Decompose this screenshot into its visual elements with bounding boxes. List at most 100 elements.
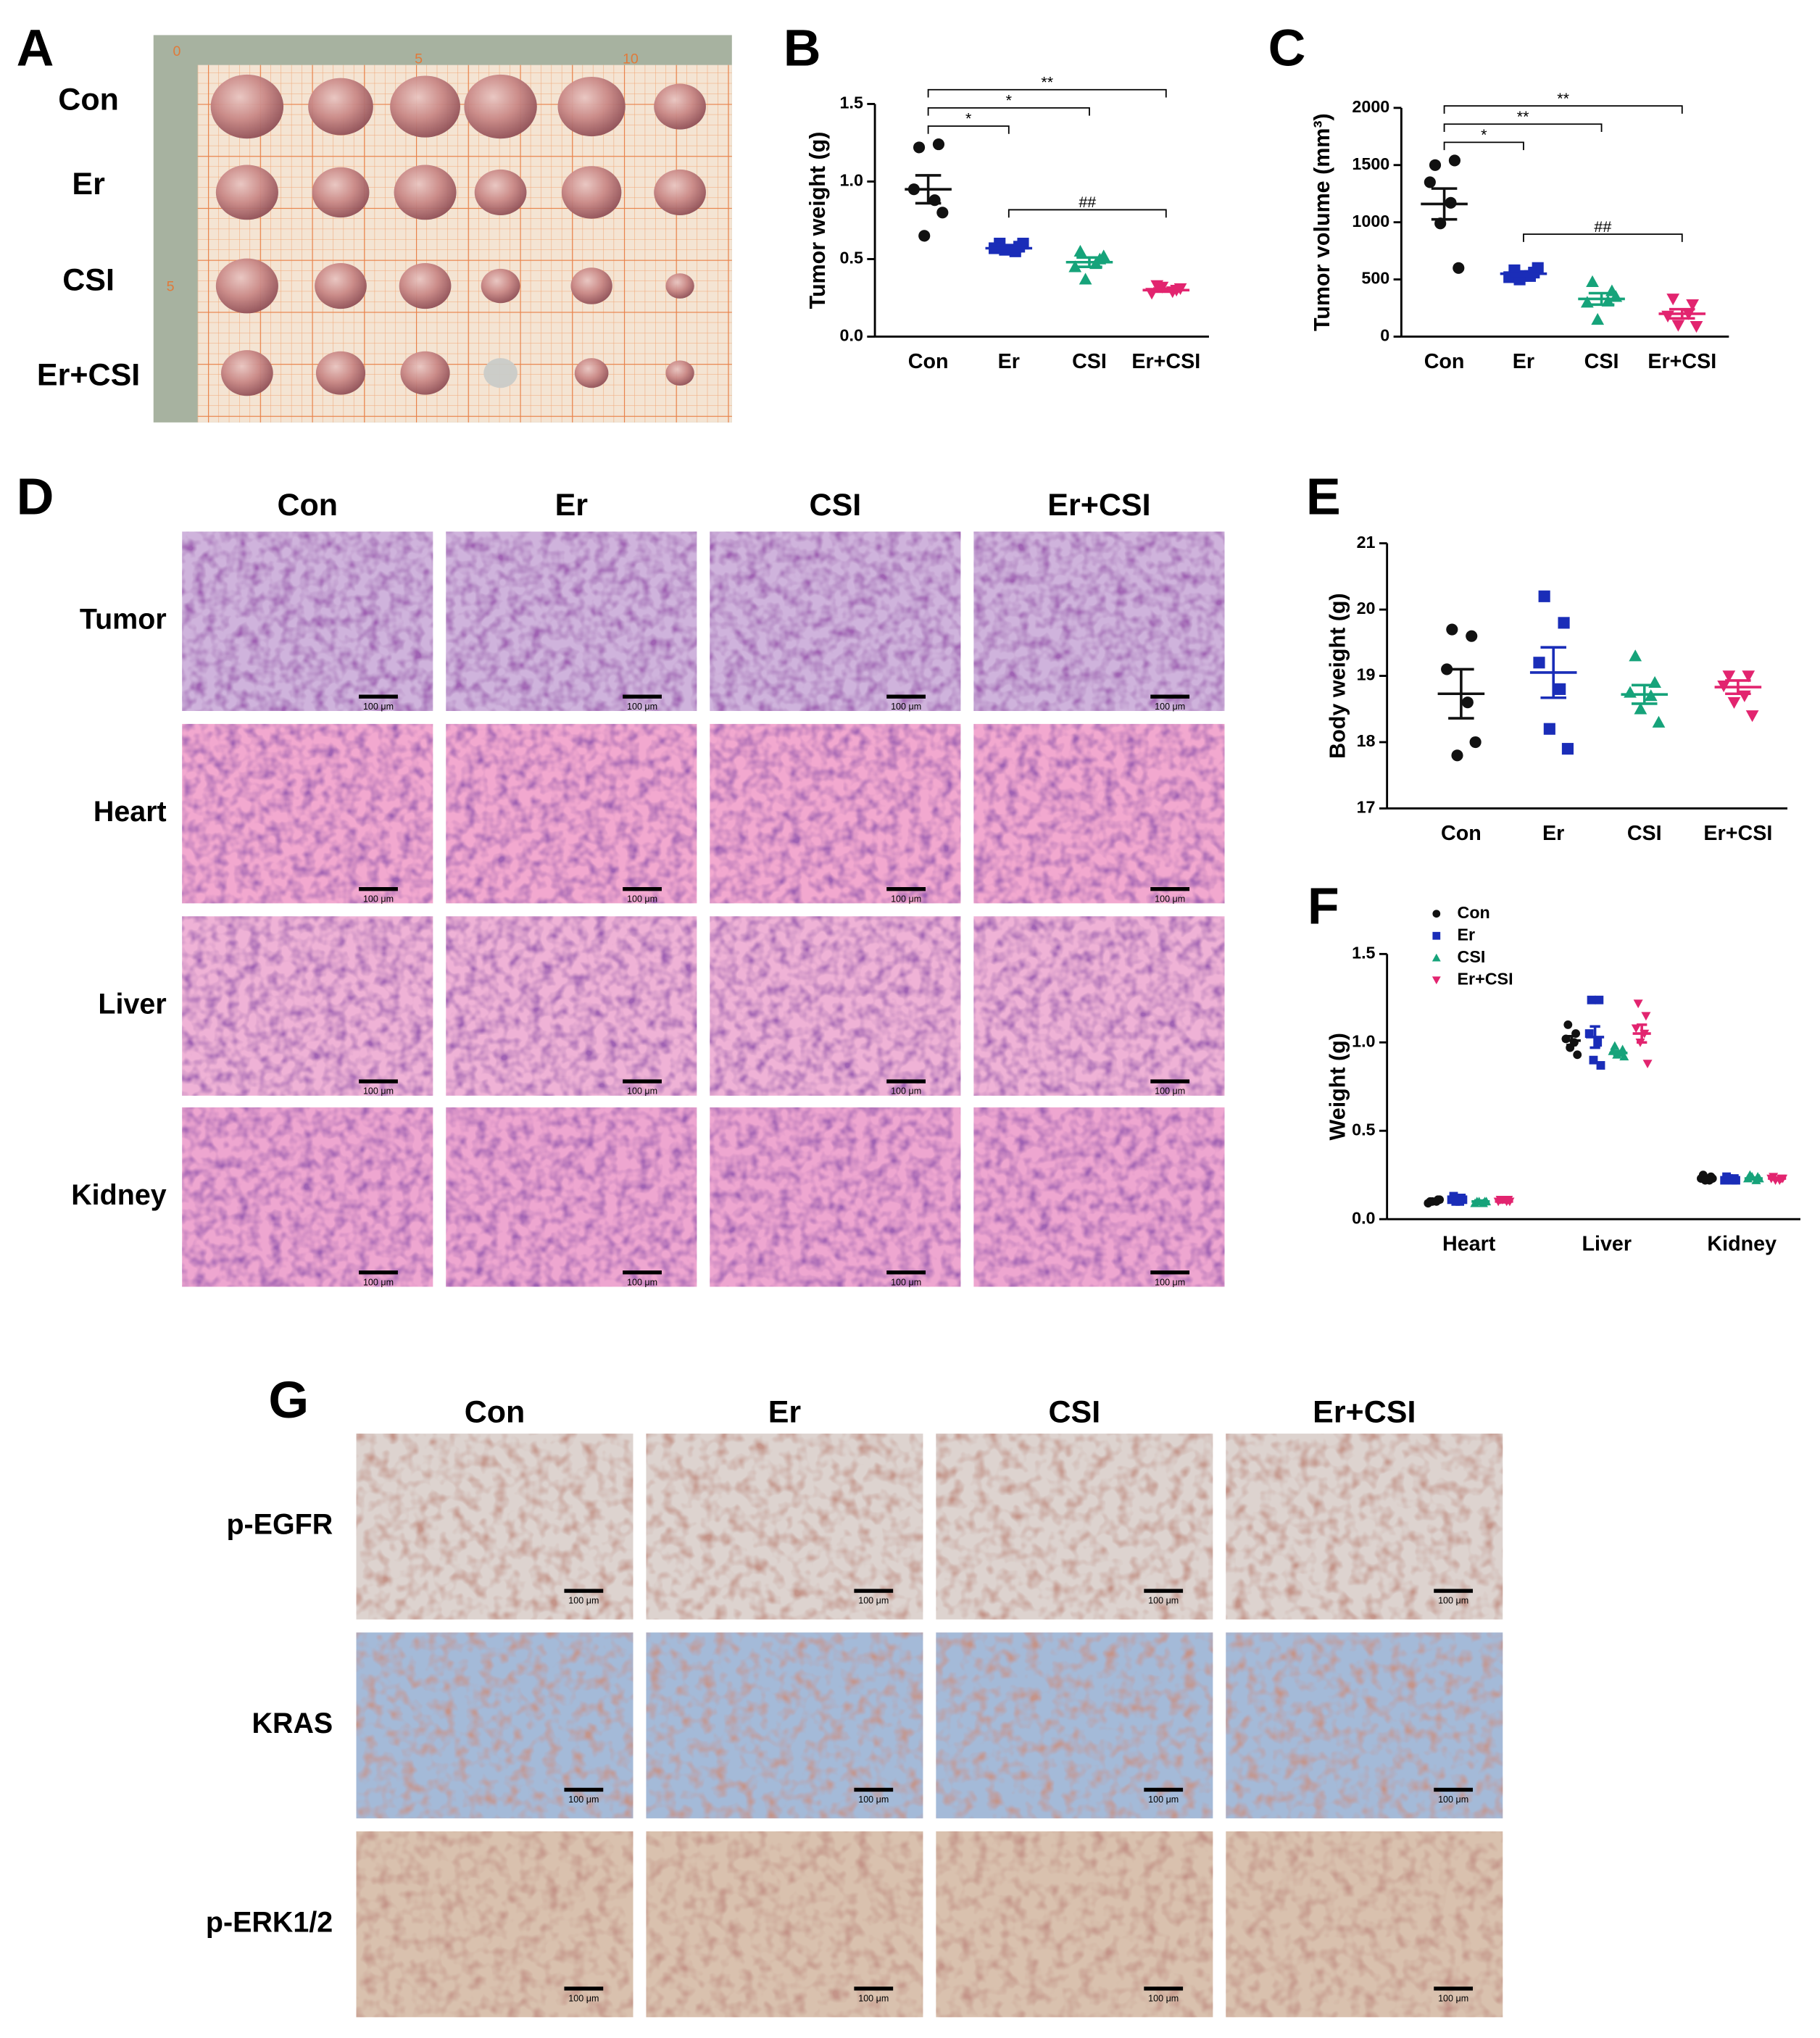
error-bar <box>1498 1199 1510 1204</box>
data-point <box>1543 723 1555 735</box>
scale-bar-label: 100 μm <box>1155 702 1185 712</box>
data-point <box>1424 176 1436 188</box>
error-bar <box>1076 256 1102 268</box>
x-tick-label: Er <box>998 350 1020 373</box>
error-bar <box>1669 307 1695 320</box>
legend-marker <box>1432 910 1441 918</box>
data-point <box>1591 312 1605 325</box>
tumor-photo <box>654 83 706 130</box>
x-tick-label: Heart <box>1442 1233 1496 1256</box>
error-bar <box>1701 1176 1713 1181</box>
micrograph <box>1226 1434 1503 1620</box>
x-tick-label: CSI <box>1627 822 1662 845</box>
data-point <box>1451 749 1463 762</box>
tumor-photo <box>210 74 284 139</box>
data-point <box>1593 1038 1603 1047</box>
tumor-photo <box>665 273 694 299</box>
tumor-photo <box>574 358 609 388</box>
data-point <box>1633 999 1643 1009</box>
column-label: Con <box>465 1395 525 1430</box>
scale-bar-label: 100 μm <box>1155 1086 1185 1097</box>
y-tick-label: 19 <box>1357 665 1376 684</box>
tumor-photo <box>561 166 622 219</box>
data-point <box>1073 244 1087 257</box>
data-point <box>1538 590 1550 602</box>
error-bar <box>915 174 942 205</box>
row-label: CSI <box>62 263 115 298</box>
row-label: Kidney <box>71 1179 167 1211</box>
y-tick-label: 0.5 <box>1352 1120 1375 1139</box>
y-tick-label: 500 <box>1361 269 1389 288</box>
tumor-photo <box>400 351 450 395</box>
data-point <box>936 207 949 219</box>
x-tick-label: Con <box>1424 350 1465 373</box>
row-label: Con <box>58 82 119 117</box>
panel-letter: B <box>784 20 821 78</box>
ruler-label: 0 <box>173 43 181 59</box>
significance-bracket <box>1443 105 1683 114</box>
micrograph <box>646 1831 923 2018</box>
data-point <box>1446 623 1458 636</box>
scale-bar-label: 100 μm <box>627 894 657 904</box>
x-tick-label: Con <box>1441 822 1482 845</box>
row-label: p-EGFR <box>226 1509 333 1541</box>
micrograph <box>710 1107 961 1287</box>
data-point <box>1629 649 1642 662</box>
data-point <box>1596 1061 1605 1070</box>
error-bar <box>1431 187 1458 221</box>
significance-bracket <box>927 88 1167 98</box>
legend-item: Er+CSI <box>1432 969 1513 988</box>
y-tick-label: 1000 <box>1352 212 1389 230</box>
legend-marker <box>1432 953 1441 962</box>
data-point <box>1641 1012 1651 1021</box>
tumor-photo <box>215 258 278 314</box>
data-point <box>1561 743 1574 755</box>
data-point <box>1737 690 1751 702</box>
micrograph <box>356 1831 633 2018</box>
legend-label: Er <box>1458 925 1476 944</box>
data-point <box>1533 657 1545 669</box>
scale-bar-label: 100 μm <box>363 1086 394 1097</box>
scale-bar-label: 100 μm <box>568 1994 599 2004</box>
micrograph <box>646 1434 923 1620</box>
micrograph <box>936 1831 1213 2018</box>
micrograph <box>973 723 1225 904</box>
micrograph <box>936 1434 1213 1620</box>
scale-bar-label: 100 μm <box>363 702 394 712</box>
y-axis-title: Weight (g) <box>1325 1033 1350 1140</box>
x-tick-label: Liver <box>1582 1233 1632 1256</box>
significance-label: * <box>965 110 972 128</box>
y-tick-label: 0 <box>1380 326 1389 345</box>
x-tick-label: Er <box>1513 350 1534 373</box>
data-point <box>1727 696 1741 710</box>
legend-label: CSI <box>1458 947 1486 966</box>
legend-marker <box>1432 976 1441 985</box>
error-bar <box>1725 679 1751 696</box>
row-label: Liver <box>98 988 166 1020</box>
micrograph <box>973 531 1225 711</box>
row-label: p-ERK1/2 <box>206 1907 333 1939</box>
scale-bar-label: 100 μm <box>1148 1596 1179 1606</box>
error-bar <box>1452 1197 1463 1202</box>
tumor-photo <box>312 167 370 218</box>
row-label: Er <box>72 167 105 201</box>
data-point <box>1631 1024 1641 1033</box>
x-tick-label: Er+CSI <box>1131 350 1200 373</box>
error-bar <box>1448 667 1474 720</box>
y-tick-label: 1.0 <box>1352 1031 1375 1050</box>
tumor-photo <box>464 74 537 139</box>
significance-label: * <box>1006 92 1013 109</box>
tumor-photo <box>215 165 278 220</box>
tumor-photo <box>315 262 367 309</box>
micrograph <box>182 1107 433 1287</box>
row-label: Er+CSI <box>37 357 140 392</box>
micrograph <box>446 723 697 904</box>
error-bar <box>1475 1199 1486 1204</box>
micrograph <box>446 1107 697 1287</box>
data-point <box>1466 630 1478 642</box>
micrograph <box>1226 1831 1503 2018</box>
tumor-photo <box>483 358 518 388</box>
data-point <box>1666 294 1680 306</box>
data-point <box>1690 321 1703 333</box>
